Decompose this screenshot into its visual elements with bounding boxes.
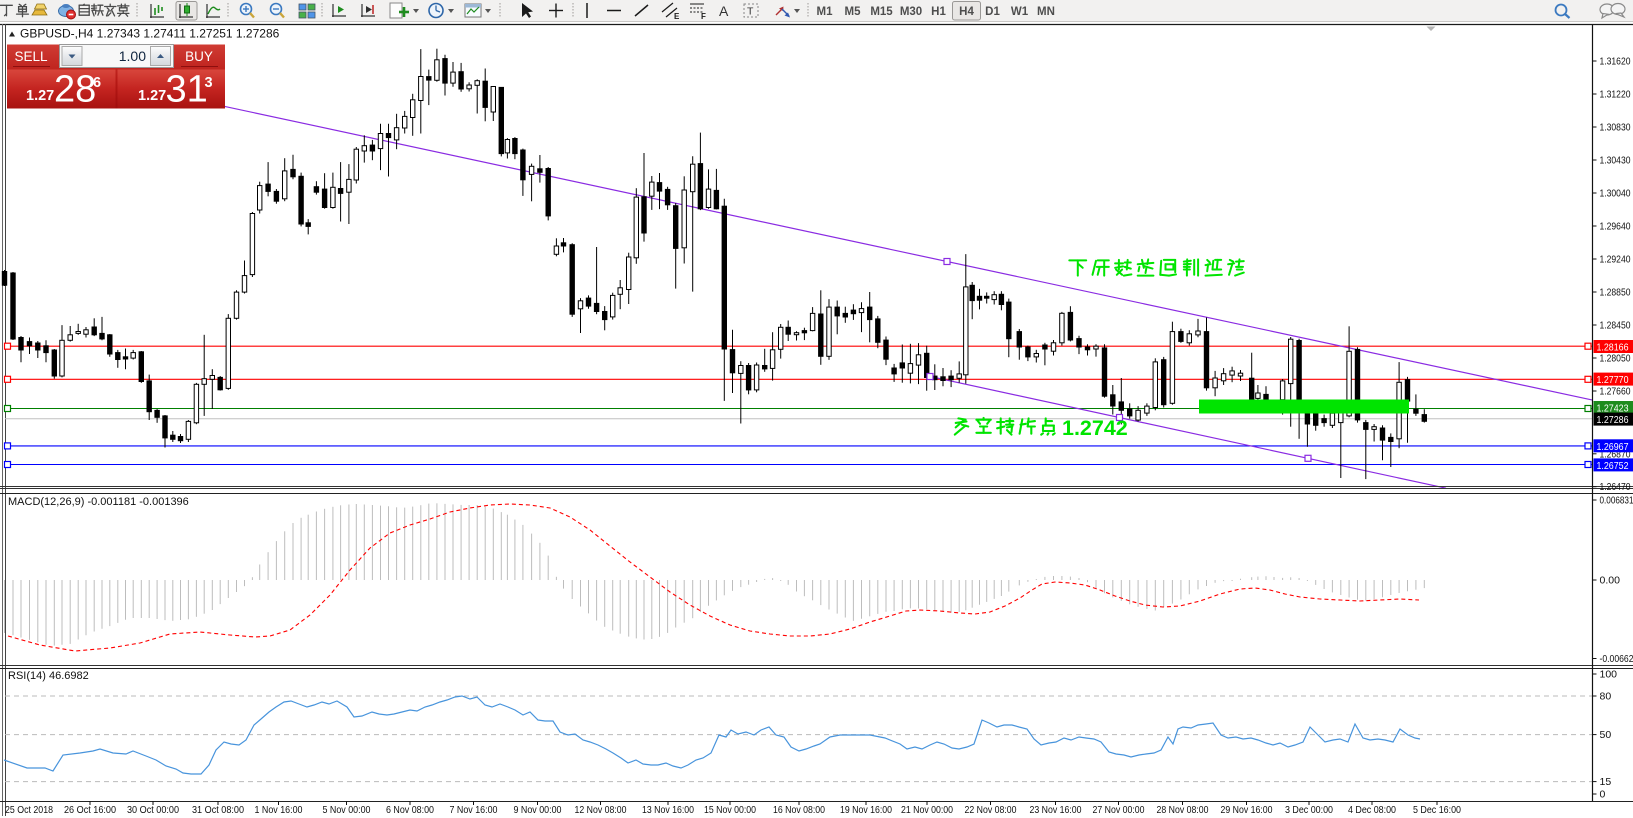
svg-text:0.00: 0.00 (1600, 575, 1621, 587)
svg-text:1.2742: 1.2742 (1062, 416, 1128, 440)
svg-text:15 Nov 00:00: 15 Nov 00:00 (704, 804, 756, 816)
svg-text:23 Nov 16:00: 23 Nov 16:00 (1030, 804, 1082, 816)
svg-text:M5: M5 (845, 6, 862, 18)
svg-text:6 Nov 08:00: 6 Nov 08:00 (386, 804, 434, 816)
svg-text:31 Oct 08:00: 31 Oct 08:00 (192, 804, 244, 816)
svg-text:16 Nov 08:00: 16 Nov 08:00 (773, 804, 825, 816)
svg-text:MACD(12,26,9) -0.001181 -0.001: MACD(12,26,9) -0.001181 -0.001396 (8, 496, 189, 508)
svg-text:A: A (719, 3, 729, 19)
svg-text:1.27: 1.27 (26, 88, 54, 104)
svg-text:D1: D1 (985, 6, 1000, 18)
svg-text:1.27286: 1.27286 (1597, 414, 1629, 426)
svg-text:1.26470: 1.26470 (1600, 481, 1631, 493)
svg-text:1.29640: 1.29640 (1600, 221, 1631, 233)
svg-text:3: 3 (205, 75, 213, 91)
svg-text:30 Oct 00:00: 30 Oct 00:00 (127, 804, 179, 816)
svg-text:0.006831: 0.006831 (1600, 495, 1633, 507)
svg-text:31: 31 (166, 69, 208, 111)
svg-text:W1: W1 (1011, 6, 1029, 18)
svg-text:15: 15 (1600, 776, 1612, 788)
svg-text:E: E (674, 12, 680, 21)
svg-text:1.27660: 1.27660 (1600, 386, 1631, 398)
svg-text:4 Dec 08:00: 4 Dec 08:00 (1348, 804, 1396, 816)
svg-text:BUY: BUY (185, 49, 213, 64)
svg-text:100: 100 (1600, 669, 1618, 681)
svg-text:1.26967: 1.26967 (1597, 441, 1629, 453)
svg-text:7 Nov 16:00: 7 Nov 16:00 (450, 804, 498, 816)
svg-text:1.27423: 1.27423 (1597, 403, 1629, 415)
svg-text:21 Nov 00:00: 21 Nov 00:00 (901, 804, 953, 816)
svg-text:-0.00662: -0.00662 (1600, 653, 1633, 665)
svg-text:22 Nov 08:00: 22 Nov 08:00 (965, 804, 1017, 816)
svg-text:1.26752: 1.26752 (1597, 460, 1629, 472)
svg-text:28: 28 (54, 69, 96, 111)
svg-text:1.27: 1.27 (138, 88, 166, 104)
svg-text:1.28166: 1.28166 (1597, 342, 1629, 354)
svg-text:5 Nov 00:00: 5 Nov 00:00 (323, 804, 371, 816)
svg-text:1.31220: 1.31220 (1600, 89, 1631, 101)
svg-text:50: 50 (1600, 729, 1612, 741)
svg-text:M1: M1 (817, 6, 834, 18)
svg-text:1.27770: 1.27770 (1597, 374, 1629, 386)
svg-text:1.29240: 1.29240 (1600, 254, 1631, 266)
svg-text:M30: M30 (900, 6, 922, 18)
svg-text:1.30830: 1.30830 (1600, 122, 1631, 134)
svg-text:F: F (701, 12, 706, 21)
svg-text:1.31620: 1.31620 (1600, 56, 1631, 68)
svg-text:MN: MN (1037, 6, 1055, 18)
svg-text:1.28450: 1.28450 (1600, 320, 1631, 332)
svg-text:1 Nov 16:00: 1 Nov 16:00 (255, 804, 303, 816)
svg-text:26 Oct 16:00: 26 Oct 16:00 (64, 804, 116, 816)
svg-text:H4: H4 (959, 6, 974, 18)
svg-text:SELL: SELL (14, 49, 48, 64)
svg-text:5 Dec 16:00: 5 Dec 16:00 (1413, 804, 1461, 816)
svg-text:29 Nov 16:00: 29 Nov 16:00 (1221, 804, 1273, 816)
svg-text:M15: M15 (870, 6, 893, 18)
svg-text:13 Nov 16:00: 13 Nov 16:00 (642, 804, 694, 816)
svg-text:27 Nov 00:00: 27 Nov 00:00 (1093, 804, 1145, 816)
svg-text:1.28050: 1.28050 (1600, 353, 1631, 365)
svg-text:19 Nov 16:00: 19 Nov 16:00 (840, 804, 892, 816)
svg-text:12 Nov 08:00: 12 Nov 08:00 (575, 804, 627, 816)
svg-text:T: T (747, 6, 754, 18)
svg-text:1.30430: 1.30430 (1600, 155, 1631, 167)
svg-text:RSI(14) 46.6982: RSI(14) 46.6982 (8, 670, 89, 682)
svg-text:1.00: 1.00 (119, 48, 146, 64)
svg-text:28 Nov 08:00: 28 Nov 08:00 (1157, 804, 1209, 816)
svg-text:H1: H1 (931, 6, 946, 18)
svg-text:25 Oct 2018: 25 Oct 2018 (5, 804, 53, 816)
svg-text:80: 80 (1600, 691, 1612, 703)
svg-text:1.28850: 1.28850 (1600, 287, 1631, 299)
svg-text:3 Dec 00:00: 3 Dec 00:00 (1285, 804, 1333, 816)
svg-text:9 Nov 00:00: 9 Nov 00:00 (514, 804, 562, 816)
svg-text:6: 6 (93, 75, 101, 91)
svg-text:1.30040: 1.30040 (1600, 188, 1631, 200)
svg-text:0: 0 (1600, 789, 1606, 801)
svg-text:GBPUSD-,H4 1.27343 1.27411 1.: GBPUSD-,H4 1.27343 1.27411 1.27251 1.272… (20, 27, 280, 41)
